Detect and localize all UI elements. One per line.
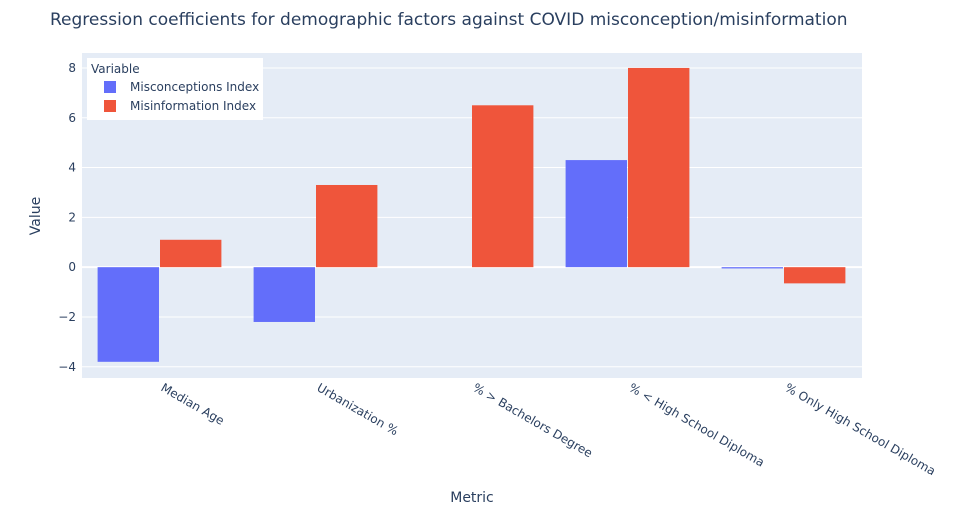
bar-misinformation-3 (628, 67, 690, 268)
legend-items: Misconceptions Index Misinformation Index (104, 80, 259, 113)
y-tick-label: 2 (68, 210, 76, 224)
bar-misconceptions-3 (565, 160, 627, 268)
legend-background (87, 58, 263, 120)
bar-misconceptions-0 (97, 267, 159, 362)
x-tick-label: % > Bachelors Degree (471, 380, 595, 460)
bar-misinformation-1 (316, 184, 378, 268)
legend-label: Misconceptions Index (130, 80, 259, 94)
legend-title: Variable (91, 62, 140, 76)
bar-misinformation-4 (784, 267, 846, 284)
x-axis-title: Metric (450, 490, 494, 506)
x-tick-labels: Median Age Urbanization % % > Bachelors De… (159, 380, 939, 478)
y-tick-label: −4 (58, 360, 76, 374)
chart-title: Regression coefficients for demographic … (50, 10, 848, 30)
y-tick-label: 6 (68, 111, 76, 125)
y-tick-label: 4 (68, 161, 76, 175)
y-tick-label: 0 (68, 260, 76, 274)
x-tick-label: Median Age (159, 380, 227, 427)
y-tick-label: −2 (58, 310, 76, 324)
legend-label: Misinformation Index (130, 99, 256, 113)
x-tick-label: % Only High School Diploma (783, 380, 939, 478)
y-tick-label: 8 (68, 61, 76, 75)
bar-misconceptions-4 (721, 267, 783, 269)
legend-swatch (104, 81, 116, 93)
legend: Variable Misconceptions Index Misinformat… (87, 58, 263, 120)
bar-misconceptions-1 (253, 267, 315, 322)
y-tick-labels: −4 −2 0 2 4 6 8 (58, 61, 76, 374)
y-axis-title: Value (28, 197, 44, 235)
bars (97, 67, 846, 362)
x-tick-label: Urbanization % (315, 380, 401, 438)
x-tick-label: % < High School Diploma (627, 380, 767, 469)
bar-misinformation-0 (160, 239, 222, 268)
legend-swatch (104, 100, 116, 112)
bar-misinformation-2 (472, 105, 534, 268)
